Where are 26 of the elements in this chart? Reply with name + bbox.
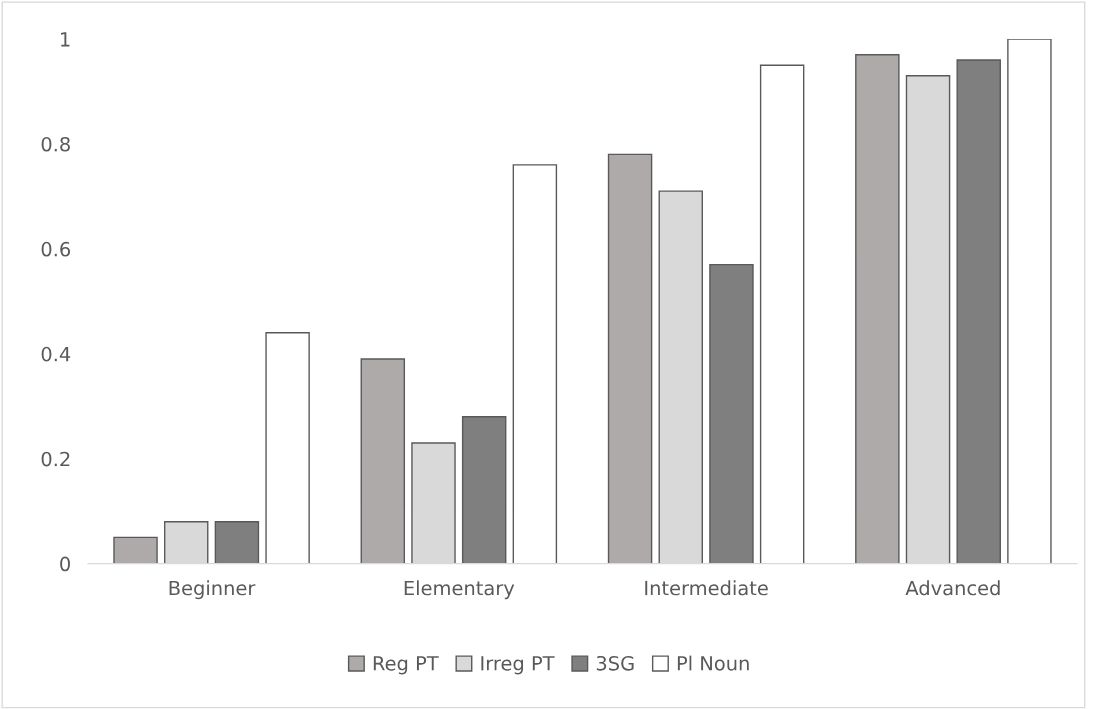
- legend-label: 3SG: [596, 655, 634, 671]
- x-tick-label: Advanced: [905, 580, 1000, 596]
- y-tick-label: 0.2: [41, 451, 70, 467]
- bar: [956, 59, 1001, 564]
- legend-label: Pl Noun: [677, 655, 749, 671]
- bar: [607, 153, 653, 564]
- y-tick-label: 0.6: [41, 241, 71, 257]
- x-tick-label: Beginner: [169, 580, 256, 600]
- bar: [512, 164, 558, 564]
- legend-label: Irreg PT: [481, 656, 555, 675]
- legend-label: Reg PT: [373, 656, 439, 675]
- bar: [214, 520, 260, 564]
- x-tick-label: Elementary: [404, 580, 515, 600]
- y-tick-label: 1: [61, 32, 70, 47]
- y-tick-label: 0: [60, 556, 70, 572]
- bar: [1007, 39, 1052, 564]
- bar: [461, 416, 507, 564]
- bar: [759, 64, 805, 564]
- y-tick-label: 0.8: [41, 136, 70, 152]
- y-tick-label: 0.4: [41, 346, 71, 362]
- bar: [265, 332, 310, 564]
- bar: [113, 536, 158, 564]
- bar: [709, 263, 754, 564]
- bar: [360, 358, 406, 564]
- bar: [855, 54, 900, 564]
- x-tick-label: Intermediate: [645, 580, 768, 596]
